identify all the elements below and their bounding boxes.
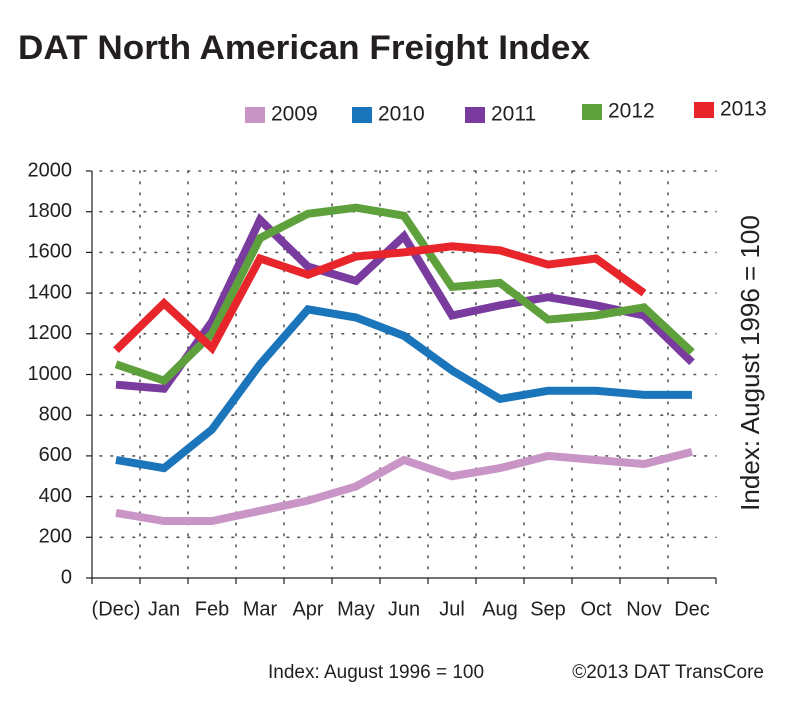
legend-swatch <box>465 107 485 123</box>
series-line <box>113 242 647 355</box>
chart-title: DAT North American Freight Index <box>18 29 590 67</box>
series-line <box>115 447 693 526</box>
x-tick-label: Feb <box>195 598 229 620</box>
legend-swatch <box>694 102 714 118</box>
credit: ©2013 DAT TransCore <box>572 662 764 683</box>
footnote: Index: August 1996 = 100 <box>268 662 484 683</box>
y-axis-label: Index: August 1996 = 100 <box>735 215 765 511</box>
legend-swatch <box>582 104 602 120</box>
x-tick-label: (Dec) <box>92 598 141 620</box>
series-line <box>115 213 695 393</box>
y-tick-label: 800 <box>39 403 72 425</box>
y-tick-label: 0 <box>61 566 72 588</box>
legend-swatch <box>245 107 265 123</box>
x-tick-label: Jul <box>439 598 465 620</box>
x-tick-label: Oct <box>580 598 612 620</box>
x-tick-label: Jun <box>388 598 420 620</box>
x-tick-label: Jan <box>148 598 180 620</box>
y-tick-label: 2000 <box>28 159 73 181</box>
legend-label: 2011 <box>491 103 536 126</box>
x-tick-label: Mar <box>243 598 278 620</box>
x-tick-label: Aug <box>482 598 518 620</box>
y-tick-label: 1400 <box>28 281 73 303</box>
y-tick-label: 1200 <box>28 322 73 344</box>
series-line <box>115 305 692 473</box>
y-tick-label: 1800 <box>28 200 73 222</box>
y-tick-label: 600 <box>39 444 72 466</box>
legend-label: 2009 <box>271 103 318 126</box>
x-tick-label: Nov <box>626 598 662 620</box>
legend-label: 2012 <box>608 100 655 123</box>
x-tick-label: Dec <box>674 598 710 620</box>
legend-label: 2010 <box>378 103 425 126</box>
y-tick-label: 1000 <box>28 363 73 385</box>
series-line <box>114 203 695 386</box>
y-tick-label: 400 <box>39 485 72 507</box>
legend-label: 2013 <box>720 98 767 121</box>
x-tick-label: Sep <box>530 598 566 620</box>
y-tick-label: 1600 <box>28 241 73 263</box>
y-tick-label: 200 <box>39 526 72 548</box>
x-tick-label: May <box>337 598 375 620</box>
x-tick-label: Apr <box>292 598 323 620</box>
legend-swatch <box>352 107 372 123</box>
